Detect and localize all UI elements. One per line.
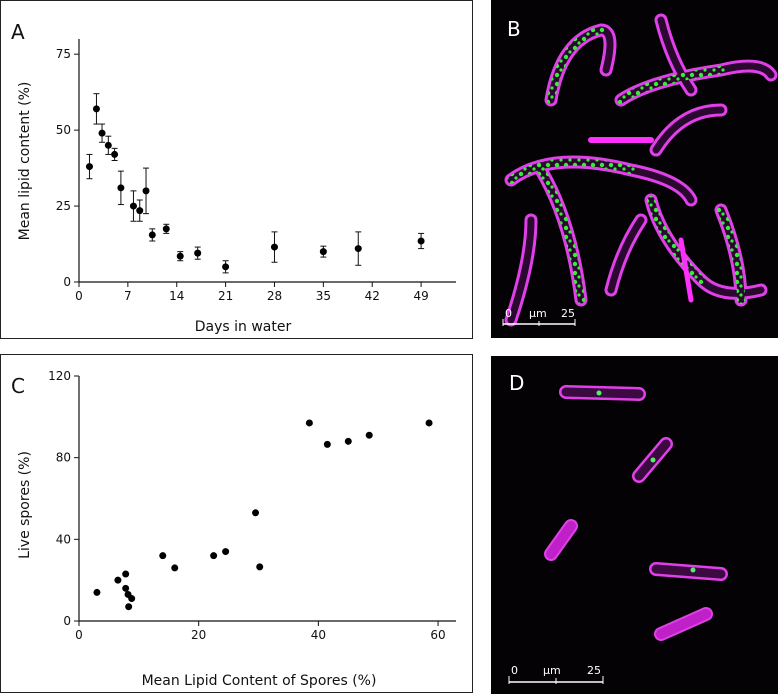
data-point bbox=[344, 437, 352, 445]
scale-bar-d-end: 25 bbox=[587, 664, 601, 677]
data-point bbox=[417, 237, 425, 245]
x-axis-label-c: Mean Lipid Content of Spores (%) bbox=[142, 673, 377, 689]
panel-c-chart: C 0 20 40 60 0 40 80 120 Mean Lipid Content of … bbox=[0, 354, 473, 693]
data-point bbox=[222, 263, 230, 271]
data-point bbox=[148, 231, 156, 239]
x-tick-label: 0 bbox=[75, 628, 83, 642]
micrograph-b-image: B 0 µm 25 bbox=[502, 13, 778, 327]
x-tick-label: 14 bbox=[169, 289, 184, 303]
x-tick-label: 35 bbox=[316, 289, 331, 303]
data-point bbox=[171, 564, 179, 572]
data-point bbox=[270, 243, 278, 251]
data-point bbox=[365, 431, 373, 439]
x-tick-label: 7 bbox=[124, 289, 132, 303]
plot-area-a: 0 7 14 21 28 35 42 49 0 25 50 75 bbox=[56, 39, 456, 303]
data-point bbox=[125, 603, 133, 611]
spore-cells-d bbox=[544, 385, 728, 641]
x-tick-label: 42 bbox=[365, 289, 380, 303]
micrograph-d-image: D 0 µm 25 bbox=[508, 371, 728, 684]
data-point bbox=[323, 440, 331, 448]
viability-scatter-svg: C 0 20 40 60 0 40 80 120 Mean Lipid Content of … bbox=[11, 369, 456, 689]
panel-d-micrograph: D 0 µm 25 bbox=[491, 356, 778, 694]
data-point bbox=[222, 548, 230, 556]
data-point bbox=[104, 141, 112, 149]
x-axis-label-a: Days in water bbox=[195, 319, 292, 335]
panel-label-d: D bbox=[509, 371, 524, 395]
scale-bar-b-start: 0 bbox=[505, 307, 512, 320]
x-tick-label: 21 bbox=[218, 289, 233, 303]
data-point bbox=[194, 249, 202, 257]
panel-label-c: C bbox=[11, 374, 25, 398]
y-tick-label: 120 bbox=[48, 369, 71, 383]
x-tick-label: 0 bbox=[75, 289, 83, 303]
data-point bbox=[176, 252, 184, 260]
data-point bbox=[159, 552, 167, 560]
panel-b-micrograph: B 0 µm 25 bbox=[491, 0, 778, 338]
y-tick-label: 50 bbox=[56, 123, 71, 137]
scale-bar-d-unit: µm bbox=[543, 664, 561, 677]
y-tick-label: 75 bbox=[56, 47, 71, 61]
scale-bar-d-start: 0 bbox=[511, 664, 518, 677]
scale-bar-b: 0 µm 25 bbox=[502, 307, 576, 326]
data-point bbox=[128, 595, 136, 603]
data-point bbox=[122, 584, 130, 592]
scale-bar-b-end: 25 bbox=[561, 307, 575, 320]
x-tick-label: 40 bbox=[311, 628, 326, 642]
y-tick-label: 40 bbox=[56, 532, 71, 546]
data-point bbox=[252, 509, 260, 517]
x-tick-label: 60 bbox=[430, 628, 445, 642]
data-point bbox=[210, 552, 218, 560]
plot-area-c: 0 20 40 60 0 40 80 120 bbox=[48, 369, 456, 642]
panel-a-chart: A 0 7 14 21 28 35 42 49 0 25 50 75 Days in water Me… bbox=[0, 0, 473, 339]
data-point bbox=[425, 419, 433, 427]
scale-bar-b-unit: µm bbox=[529, 307, 547, 320]
data-point bbox=[93, 588, 101, 596]
data-point bbox=[354, 245, 362, 253]
data-point bbox=[256, 563, 264, 571]
data-point bbox=[129, 202, 137, 210]
x-tick-label: 49 bbox=[413, 289, 428, 303]
panel-label-a: A bbox=[11, 20, 25, 44]
data-point bbox=[162, 225, 170, 233]
x-tick-label: 28 bbox=[267, 289, 282, 303]
y-axis-label-a: Mean lipid content (%) bbox=[17, 82, 33, 241]
data-point bbox=[136, 207, 144, 215]
data-point bbox=[319, 248, 327, 256]
y-tick-label: 0 bbox=[63, 614, 71, 628]
data-point bbox=[111, 150, 119, 158]
spore-cells-b bbox=[504, 13, 778, 327]
data-point bbox=[117, 184, 125, 192]
x-tick-label: 20 bbox=[191, 628, 206, 642]
scale-bar-d: 0 µm 25 bbox=[508, 664, 604, 684]
data-point bbox=[92, 105, 100, 113]
data-point bbox=[85, 163, 93, 171]
data-point bbox=[122, 570, 130, 578]
data-point bbox=[98, 129, 106, 137]
data-point bbox=[305, 419, 313, 427]
y-tick-label: 25 bbox=[56, 199, 71, 213]
y-axis-label-c: Live spores (%) bbox=[17, 451, 33, 559]
panel-label-b: B bbox=[507, 17, 521, 41]
data-point bbox=[142, 187, 150, 195]
y-tick-label: 0 bbox=[63, 275, 71, 289]
y-tick-label: 80 bbox=[56, 451, 71, 465]
data-point bbox=[114, 576, 122, 584]
lipid-timecourse-svg: A 0 7 14 21 28 35 42 49 0 25 50 75 Days in water Me… bbox=[11, 20, 456, 335]
